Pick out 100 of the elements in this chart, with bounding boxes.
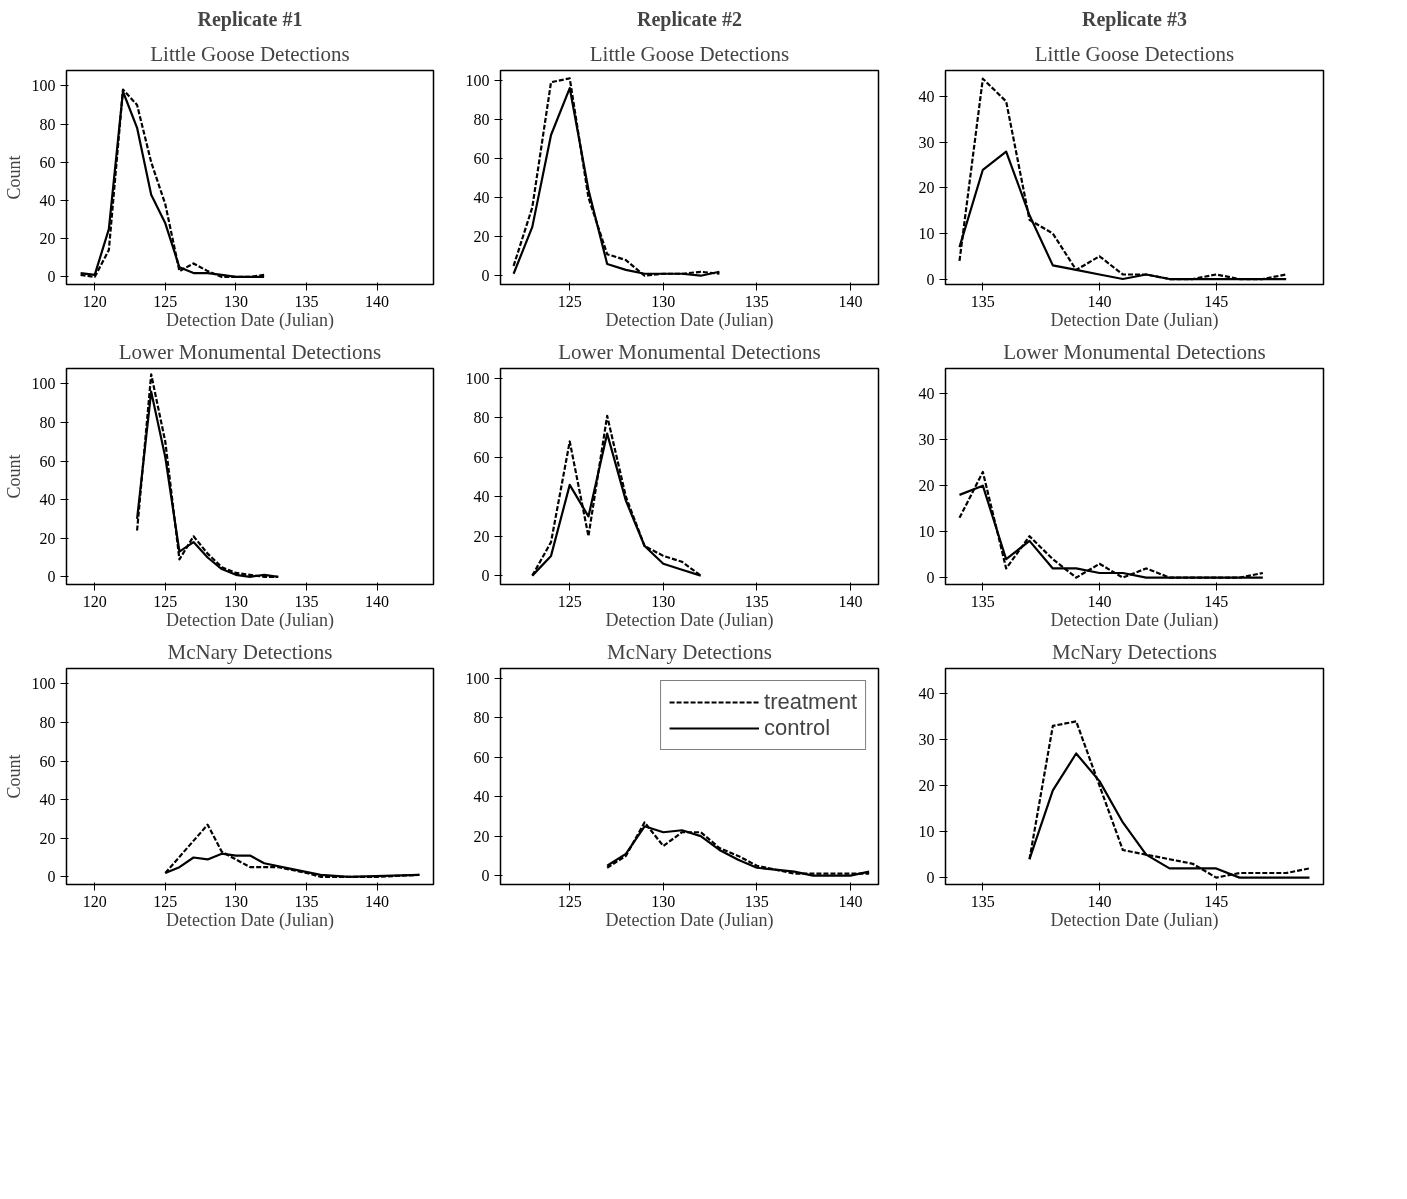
y-tick-label: 10 [918,823,935,841]
y-tick-label: 20 [918,179,935,197]
y-tick-label: 100 [465,669,490,687]
x-axis-title: Detection Date (Julian) [166,909,334,931]
y-tick-label: 0 [926,569,935,587]
x-tick-label: 135 [970,892,995,910]
y-tick-label: 80 [473,409,490,427]
x-tick-label: 125 [557,892,582,910]
y-tick-label: 20 [918,477,935,495]
x-tick-label: 135 [744,592,769,610]
y-tick-label: 30 [918,731,935,749]
chart-title: Lower Monumental Detections [118,339,382,364]
y-tick-label: 60 [39,153,56,171]
chart-subtitle: Replicate #1 [197,7,303,31]
y-tick-label: 0 [47,868,56,886]
chart-subtitle: Replicate #3 [1082,7,1187,31]
y-tick-label: 10 [918,523,935,541]
x-tick-label: 125 [153,892,178,910]
x-tick-label: 140 [1087,592,1112,610]
x-tick-label: 140 [1087,292,1112,310]
x-tick-label: 135 [294,592,319,610]
x-tick-label: 130 [651,292,676,310]
y-tick-label: 20 [473,827,490,845]
chart-title: McNary Detections [167,639,333,664]
y-axis-title: Count [3,454,24,499]
y-tick-label: 100 [465,369,490,387]
y-tick-label: 60 [473,448,490,466]
x-axis-title: Detection Date (Julian) [605,909,774,931]
y-tick-label: 40 [473,788,490,806]
line-series [958,77,1288,281]
y-tick-label: 60 [473,748,490,766]
x-tick-label: 135 [294,892,319,910]
y-tick-label: 0 [47,568,56,586]
y-tick-label: 80 [473,709,490,727]
y-tick-label: 40 [918,88,935,106]
x-tick-label: 120 [82,292,107,310]
x-tick-label: 140 [365,892,390,910]
x-tick-label: 140 [365,592,390,610]
legend-label: treatment [764,689,857,715]
y-tick-label: 40 [918,385,935,403]
x-tick-label: 135 [970,292,995,310]
x-tick-label: 135 [744,292,769,310]
y-tick-label: 30 [918,133,935,151]
chart-title: Lower Monumental Detections [558,339,821,364]
x-tick-label: 130 [223,892,248,910]
chart-title: Little Goose Detections [589,41,790,66]
y-tick-label: 20 [473,527,490,545]
x-tick-label: 140 [838,592,863,610]
y-tick-label: 80 [39,414,56,431]
x-tick-label: 120 [82,592,107,610]
chart-title: Little Goose Detections [150,41,350,66]
y-tick-label: 100 [465,71,490,89]
chart-title: Little Goose Detections [1034,41,1235,66]
y-tick-label: 20 [39,230,56,248]
y-tick-label: 40 [39,491,56,509]
y-tick-label: 80 [473,110,490,128]
x-tick-label: 130 [223,292,248,310]
x-tick-label: 130 [223,592,248,610]
x-axis-title: Detection Date (Julian) [166,309,334,331]
y-tick-label: 20 [39,529,56,547]
y-tick-label: 20 [39,829,56,847]
y-tick-label: 0 [47,268,56,286]
x-tick-label: 135 [294,292,319,310]
y-tick-label: 10 [918,225,935,242]
x-tick-label: 145 [1204,592,1229,610]
x-tick-label: 140 [838,892,863,910]
chart-title: McNary Detections [1051,639,1218,664]
x-axis-title: Detection Date (Julian) [605,309,774,331]
y-axis-title: Count [3,155,24,200]
y-tick-label: 60 [39,752,56,770]
x-axis-title: Detection Date (Julian) [1050,609,1219,631]
y-tick-label: 40 [39,191,56,209]
x-tick-label: 140 [1087,892,1112,910]
y-tick-label: 40 [918,685,935,703]
y-tick-label: 80 [39,115,56,133]
y-tick-label: 0 [926,270,935,288]
y-tick-label: 100 [31,675,56,693]
y-tick-label: 0 [481,867,490,885]
x-tick-label: 140 [838,292,863,310]
x-axis-title: Detection Date (Julian) [1050,909,1219,931]
y-tick-label: 60 [473,149,490,167]
y-tick-label: 100 [31,77,56,95]
y-tick-label: 30 [918,431,935,449]
x-tick-label: 130 [651,892,676,910]
x-tick-label: 125 [153,292,178,310]
y-tick-label: 40 [473,189,490,207]
x-tick-label: 135 [744,892,769,910]
x-tick-label: 120 [82,892,107,910]
y-tick-label: 20 [918,777,935,795]
y-tick-label: 0 [481,567,490,585]
legend-label: control [764,715,831,741]
chart-title: McNary Detections [606,639,773,664]
x-tick-label: 135 [970,592,995,610]
x-tick-label: 140 [365,292,390,310]
x-tick-label: 125 [557,292,582,310]
y-tick-label: 0 [926,869,935,887]
x-axis-title: Detection Date (Julian) [1050,309,1219,331]
y-axis-title: Count [3,754,24,799]
y-tick-label: 40 [39,791,56,809]
y-tick-label: 100 [31,375,56,393]
